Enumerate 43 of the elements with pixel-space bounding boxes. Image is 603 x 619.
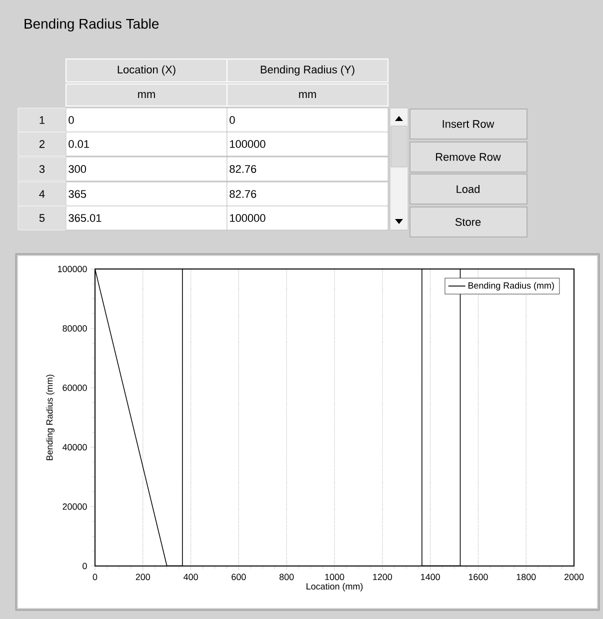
chart-title: Bending Radius Table	[24, 18, 159, 32]
text: 2	[40, 140, 44, 148]
text: 365.01	[68, 214, 102, 222]
text: mm	[138, 92, 155, 98]
x-tick-label: 200	[136, 574, 150, 580]
x-tick-label: 800	[280, 574, 294, 580]
x-tick-label: 1200	[373, 574, 392, 580]
x-tick-label: 1000	[325, 574, 344, 580]
x-tick-label: 400	[184, 574, 198, 580]
y-tick-label: 80000	[62, 325, 87, 332]
text: 100000	[230, 214, 266, 222]
y-tick-label: 0	[82, 562, 87, 570]
text: 0	[230, 116, 235, 124]
text: Store	[455, 218, 481, 226]
legend-label: Bending Radius (mm)	[468, 282, 554, 290]
text: 100000	[230, 140, 266, 148]
text: Insert Row	[442, 120, 494, 128]
text: Bending Radius (Y)	[260, 65, 354, 76]
text: 300	[68, 165, 86, 173]
text: 3	[39, 165, 45, 173]
text: 1	[40, 116, 45, 124]
x-tick-label: 1400	[421, 574, 440, 580]
text: mm	[299, 92, 316, 98]
y-tick-label: 60000	[62, 384, 87, 391]
text: 82.76	[230, 190, 256, 198]
text: 5	[39, 214, 45, 222]
y-tick-label: 100000	[58, 266, 87, 272]
y-axis-title: Bending Radius (mm)	[46, 374, 54, 460]
x-axis-title: Location (mm)	[306, 582, 363, 592]
text: 0.01	[68, 140, 89, 148]
text: Location (X)	[118, 65, 176, 76]
text: 4	[39, 190, 45, 198]
text: 82.76	[230, 165, 256, 173]
x-tick-label: 1800	[516, 574, 536, 580]
x-tick-label: 2000	[564, 574, 584, 580]
x-tick-label: 0	[92, 574, 98, 580]
x-tick-label: 1600	[468, 574, 488, 580]
text: 365	[68, 190, 86, 198]
y-tick-label: 20000	[62, 503, 87, 510]
x-tick-label: 600	[232, 574, 246, 580]
y-tick-label: 40000	[62, 444, 87, 450]
text: Load	[456, 184, 480, 194]
text: Remove Row	[436, 153, 501, 161]
